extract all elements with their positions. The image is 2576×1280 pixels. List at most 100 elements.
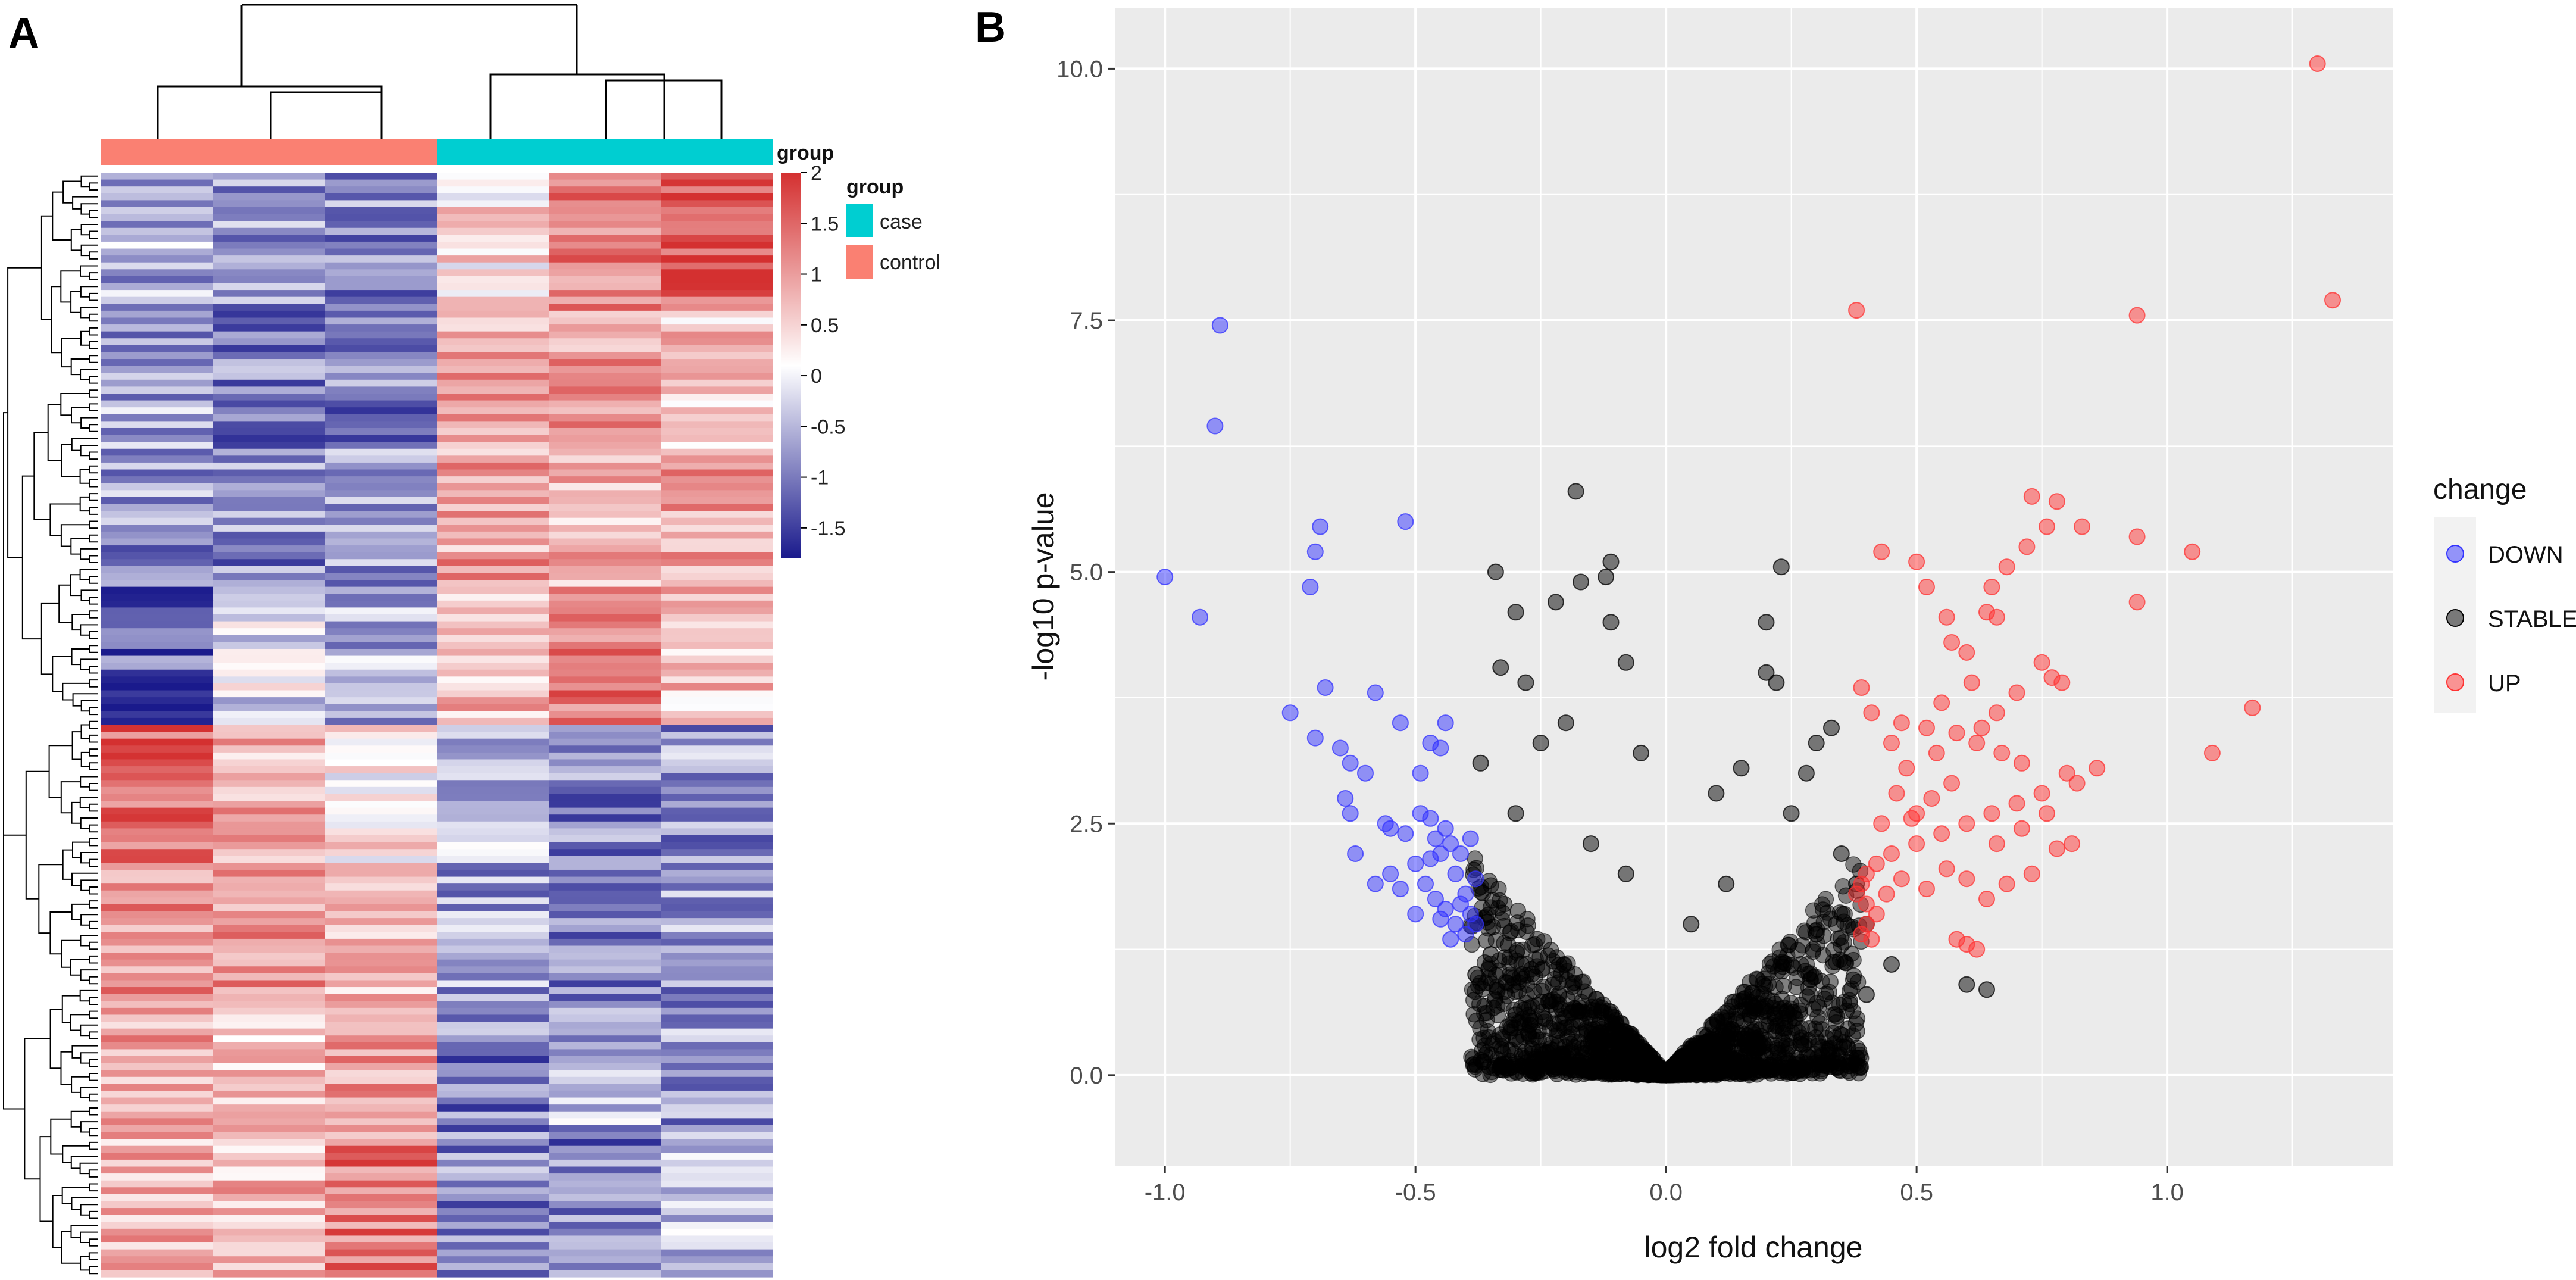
- heatmap-cell: [325, 953, 437, 960]
- heatmap-cell: [213, 786, 326, 795]
- legend-down-label: DOWN: [2488, 542, 2564, 568]
- heatmap-cell: [661, 953, 773, 960]
- heatmap-cell: [661, 738, 773, 746]
- heatmap-cell: [437, 497, 549, 505]
- heatmap-cell: [101, 1132, 214, 1139]
- heatmap-cell: [549, 283, 661, 291]
- heatmap-cell: [549, 669, 661, 677]
- point-stable: [1482, 946, 1499, 963]
- point-down: [1407, 906, 1424, 923]
- point-stable: [1711, 1065, 1728, 1082]
- heatmap-cell: [661, 345, 773, 353]
- heatmap-cell: [437, 1187, 549, 1195]
- heatmap-cell: [213, 317, 326, 325]
- heatmap-cell: [101, 531, 214, 539]
- heatmap-cell: [213, 987, 326, 995]
- heatmap-cell: [661, 786, 773, 795]
- heatmap-cell: [101, 580, 214, 588]
- dendrogram-branch: [89, 997, 98, 1005]
- heatmap-cell: [437, 483, 549, 491]
- point-stable: [1582, 835, 1599, 853]
- heatmap-cell: [437, 676, 549, 684]
- heatmap-cell: [437, 1056, 549, 1064]
- dendrogram-branch: [89, 631, 98, 639]
- heatmap-cell: [437, 1153, 549, 1160]
- heatmap-cell: [437, 504, 549, 511]
- heatmap-cell: [101, 1159, 214, 1167]
- point-up: [1988, 835, 2005, 853]
- heatmap-cell: [213, 255, 326, 263]
- point-stable: [1838, 1002, 1855, 1019]
- heatmap-cell: [661, 1173, 773, 1181]
- heatmap-cell: [437, 386, 549, 394]
- dendrogram-branch: [79, 569, 98, 580]
- heatmap-cell: [549, 296, 661, 304]
- heatmap-cell: [549, 1056, 661, 1064]
- heatmap-cell: [213, 711, 326, 719]
- point-down: [1417, 875, 1434, 892]
- dendrogram-branch: [89, 424, 98, 432]
- heatmap-cell: [325, 1132, 437, 1139]
- heatmap-cell: [549, 1153, 661, 1160]
- point-stable: [1617, 865, 1634, 882]
- heatmap-cell: [661, 269, 773, 277]
- heatmap-cell: [325, 1063, 437, 1070]
- dendrogram-branch: [71, 1076, 90, 1093]
- heatmap-cell: [101, 814, 214, 822]
- dendrogram-branch: [52, 191, 71, 241]
- heatmap-cell: [437, 193, 549, 201]
- heatmap-cell: [101, 1139, 214, 1147]
- heatmap-cell: [661, 483, 773, 491]
- dendrogram-branch: [80, 751, 90, 767]
- x-tick-label: -1.0: [1145, 1179, 1186, 1206]
- dendrogram-branch: [89, 645, 98, 653]
- heatmap-cell: [101, 179, 214, 187]
- heatmap-cell: [213, 966, 326, 974]
- heatmap-cell: [549, 759, 661, 767]
- heatmap-cell: [325, 1084, 437, 1091]
- point-stable: [1524, 1030, 1541, 1047]
- heatmap-cell: [549, 821, 661, 829]
- heatmap-cell: [437, 883, 549, 891]
- heatmap-cell: [549, 1235, 661, 1243]
- y-tick-label: 5.0: [1070, 560, 1103, 586]
- heatmap-cell: [661, 517, 773, 525]
- heatmap-cell: [549, 331, 661, 339]
- point-up: [1863, 931, 1880, 948]
- heatmap-cell: [101, 863, 214, 870]
- point-stable: [1828, 954, 1845, 970]
- point-stable: [1764, 1061, 1781, 1078]
- heatmap-cell: [213, 400, 326, 408]
- heatmap-cell: [661, 994, 773, 1001]
- point-down: [1467, 916, 1484, 933]
- heatmap-cell: [549, 786, 661, 795]
- heatmap-cell: [325, 635, 437, 642]
- heatmap-cell: [661, 221, 773, 229]
- heatmap-cell: [437, 828, 549, 836]
- heatmap-cell: [213, 1242, 326, 1250]
- heatmap-cell: [549, 973, 661, 981]
- heatmap-cell: [325, 600, 437, 608]
- heatmap-cell: [549, 953, 661, 960]
- point-stable: [1718, 875, 1735, 892]
- heatmap-cell: [549, 1215, 661, 1222]
- heatmap-cell: [437, 849, 549, 857]
- heatmap-cell: [101, 214, 214, 221]
- heatmap-cell: [437, 683, 549, 691]
- heatmap-cell: [213, 1228, 326, 1237]
- point-stable: [1602, 614, 1620, 631]
- heatmap-cell: [661, 759, 773, 767]
- heatmap-cell: [213, 856, 326, 863]
- heatmap-cell: [549, 697, 661, 705]
- heatmap-cell: [325, 828, 437, 836]
- heatmap-cell: [437, 1125, 549, 1133]
- heatmap-cell: [325, 386, 437, 394]
- annotation-bar-case: [437, 139, 773, 165]
- scale-tick-label: 1: [811, 264, 822, 286]
- dendrogram-branch: [89, 824, 98, 833]
- point-stable: [1814, 896, 1831, 913]
- point-stable: [1815, 914, 1832, 931]
- heatmap-cell: [549, 269, 661, 277]
- heatmap-cell: [661, 255, 773, 263]
- heatmap-cell: [549, 773, 661, 781]
